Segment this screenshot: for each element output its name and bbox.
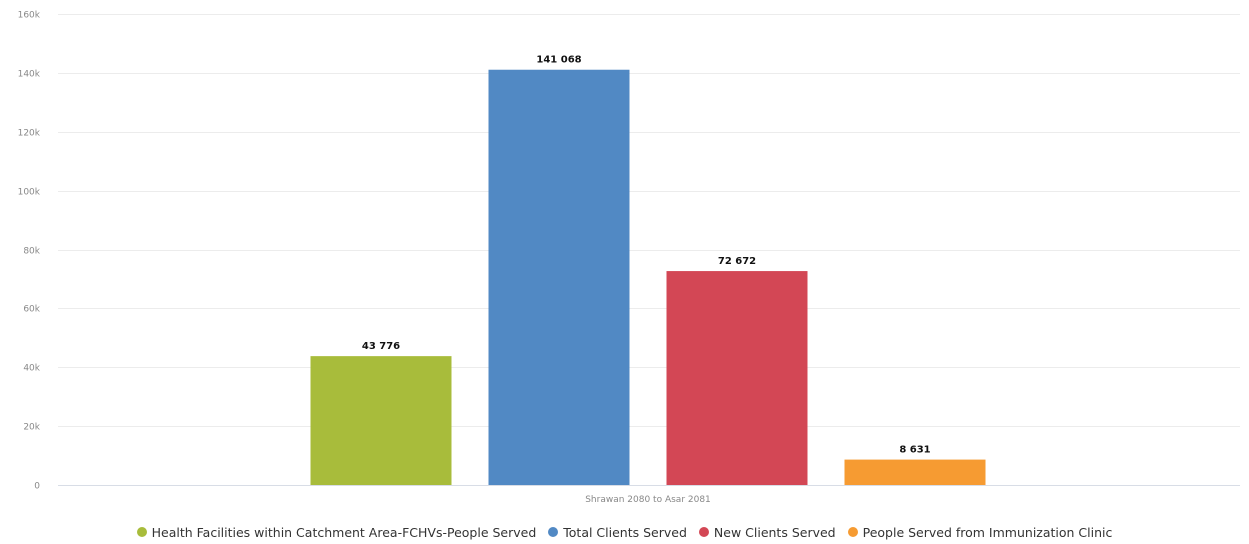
data-label: 72 672 bbox=[718, 256, 756, 267]
y-tick-label: 60k bbox=[23, 305, 40, 315]
data-label: 8 631 bbox=[899, 445, 930, 456]
bars bbox=[310, 69, 986, 485]
legend-label: Health Facilities within Catchment Area-… bbox=[151, 524, 537, 540]
legend-item[interactable]: New Clients Served bbox=[698, 524, 836, 540]
legend-label: Total Clients Served bbox=[563, 524, 687, 540]
legend-marker bbox=[847, 527, 858, 537]
grid-lines bbox=[58, 14, 1240, 427]
legend-marker bbox=[698, 527, 709, 537]
bar[interactable] bbox=[488, 69, 630, 485]
y-tick-label: 0 bbox=[34, 482, 40, 492]
legend-item[interactable]: Total Clients Served bbox=[548, 525, 687, 540]
y-tick-label: 160k bbox=[18, 11, 41, 21]
y-tick-label: 100k bbox=[18, 188, 41, 198]
x-category-label: Shrawan 2080 to Asar 2081 bbox=[585, 495, 711, 505]
bar[interactable] bbox=[310, 356, 452, 485]
legend-marker bbox=[548, 527, 559, 537]
legend-marker bbox=[136, 527, 147, 537]
legend-label: People Served from Immunization Clinic bbox=[862, 524, 1113, 540]
bar-chart: 0 20k 40k 60k 80k 100k 120k 140k 160k 43 776 141 … bbox=[18, 11, 1240, 505]
data-label: 43 776 bbox=[362, 341, 400, 352]
legend-label: New Clients Served bbox=[713, 524, 836, 540]
bar[interactable] bbox=[844, 459, 986, 485]
y-tick-label: 20k bbox=[23, 423, 40, 433]
y-tick-label: 80k bbox=[23, 247, 40, 257]
legend-item[interactable]: Health Facilities within Catchment Area-… bbox=[136, 524, 537, 540]
y-tick-label: 140k bbox=[18, 70, 41, 80]
y-axis-ticks: 0 20k 40k 60k 80k 100k 120k 140k 160k bbox=[18, 11, 41, 492]
data-label: 141 068 bbox=[536, 55, 581, 66]
data-labels: 43 776 141 068 72 672 8 631 bbox=[362, 55, 931, 456]
y-tick-label: 120k bbox=[18, 129, 41, 139]
legend: Health Facilities within Catchment Area-… bbox=[0, 522, 1249, 542]
bar[interactable] bbox=[666, 271, 808, 485]
y-tick-label: 40k bbox=[23, 364, 40, 374]
legend-item[interactable]: People Served from Immunization Clinic bbox=[847, 524, 1113, 540]
